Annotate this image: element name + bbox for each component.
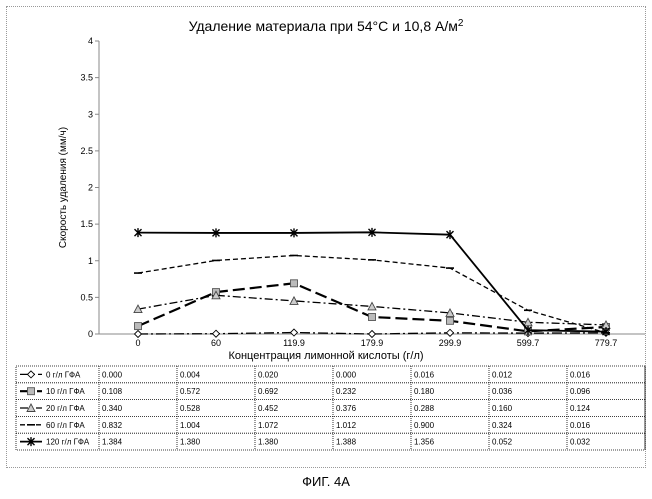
- x-tick-label: 299.9: [439, 338, 462, 348]
- y-tick-label: 4: [88, 36, 93, 46]
- data-table-cell: 0.376: [336, 404, 357, 413]
- x-tick-label: 599.7: [517, 338, 540, 348]
- data-table-cell: 0.036: [492, 387, 513, 396]
- x-axis-label: Концентрация лимонной кислоты (г/л): [228, 350, 423, 362]
- data-table-cell: 0.108: [102, 387, 123, 396]
- data-table-cell: 0.160: [492, 404, 513, 413]
- data-point: [211, 290, 221, 300]
- data-point: [133, 329, 143, 339]
- data-table-cell: 0.004: [180, 370, 201, 379]
- data-table-cell: 0.452: [258, 404, 279, 413]
- data-table-cell: 0.832: [102, 421, 123, 430]
- data-table-cell: 0.528: [180, 404, 201, 413]
- data-table-cell: 1.004: [180, 421, 201, 430]
- data-point: [290, 279, 298, 288]
- y-tick-label: 2.5: [80, 146, 93, 156]
- y-tick-label: 0.5: [80, 292, 93, 302]
- data-point: [289, 295, 299, 305]
- data-table-cell: 0.012: [492, 370, 513, 379]
- legend-key-marker: [26, 403, 36, 412]
- data-table-cell: 0.232: [336, 387, 357, 396]
- data-table-cell: 0.572: [180, 387, 201, 396]
- data-table-cell: 1.072: [258, 421, 279, 430]
- data-table-cell: 0.016: [414, 370, 435, 379]
- data-point: [133, 304, 143, 314]
- data-table-cell: 0.032: [570, 438, 591, 447]
- x-tick-label: 60: [211, 338, 221, 348]
- data-point: [290, 228, 298, 238]
- data-table-cell: 1.012: [336, 421, 357, 430]
- data-table-cell: 0.124: [570, 404, 591, 413]
- data-point: [446, 316, 454, 325]
- legend-series-name: 120 г/л ГФА: [46, 438, 90, 447]
- figure-caption: ФИГ. 4А: [302, 474, 350, 489]
- legend-key-marker: [27, 387, 35, 396]
- legend-series-name: 0 г/л ГФА: [46, 370, 81, 379]
- y-tick-label: 2: [88, 183, 93, 193]
- line-chart: Удаление материала при 54°С и 10,8 А/м20…: [15, 18, 646, 451]
- legend-series-name: 10 г/л ГФА: [46, 387, 85, 396]
- x-tick-label: 179.9: [361, 338, 384, 348]
- data-point: [367, 301, 377, 311]
- data-point: [367, 329, 377, 339]
- data-point: [134, 322, 142, 331]
- data-point: [445, 307, 455, 317]
- data-table-cell: 0.000: [102, 370, 123, 379]
- data-point: [289, 328, 299, 337]
- y-tick-label: 1.5: [80, 219, 93, 229]
- data-table-cell: 0.000: [336, 370, 357, 379]
- chart-title-superscript: 2: [458, 18, 464, 29]
- data-point: [368, 313, 376, 321]
- x-tick-label: 779.7: [595, 338, 618, 348]
- x-tick-label: 0: [135, 338, 140, 348]
- data-table-cell: 0.052: [492, 438, 513, 447]
- legend-key-marker: [27, 437, 35, 447]
- y-axis-label: Скорость удаления (мм/ч): [58, 127, 69, 248]
- y-tick-label: 1: [88, 256, 93, 266]
- data-table-cell: 0.692: [258, 387, 279, 396]
- data-table-cell: 1.384: [102, 438, 123, 447]
- data-table-cell: 0.020: [258, 370, 279, 379]
- data-table-cell: 1.380: [180, 438, 201, 447]
- data-point: [524, 325, 532, 335]
- y-tick-label: 0: [88, 329, 93, 339]
- data-table-cell: 0.340: [102, 404, 123, 413]
- data-table-cell: 0.288: [414, 404, 435, 413]
- legend-key-marker: [26, 370, 36, 379]
- legend-series-name: 20 г/л ГФА: [46, 404, 85, 413]
- legend-series-name: 60 г/л ГФА: [46, 421, 85, 430]
- chart-title: Удаление материала при 54°С и 10,8 А/м2: [189, 18, 464, 34]
- series-line: [137, 254, 607, 334]
- data-table-cell: 1.356: [414, 438, 435, 447]
- data-point: [368, 227, 376, 237]
- data-table-cell: 0.324: [492, 421, 513, 430]
- y-tick-label: 3.5: [80, 73, 93, 83]
- chart-frame: [6, 6, 646, 468]
- x-tick-label: 119.9: [283, 338, 305, 348]
- data-table-cell: 0.096: [570, 387, 591, 396]
- data-point: [211, 329, 221, 338]
- y-tick-label: 3: [88, 109, 93, 119]
- data-point: [134, 228, 142, 238]
- data-point: [212, 228, 220, 238]
- chart-title-text: Удаление материала при 54°С и 10,8 А/м: [189, 18, 458, 34]
- data-table-cell: 0.016: [570, 370, 591, 379]
- data-point: [445, 328, 455, 337]
- data-table-cell: 1.380: [258, 438, 279, 447]
- data-point: [446, 230, 454, 240]
- data-table-cell: 1.388: [336, 438, 357, 447]
- data-point: [602, 327, 610, 337]
- data-table-cell: 0.900: [414, 421, 435, 430]
- data-table-cell: 0.180: [414, 387, 435, 396]
- data-table-cell: 0.016: [570, 421, 591, 430]
